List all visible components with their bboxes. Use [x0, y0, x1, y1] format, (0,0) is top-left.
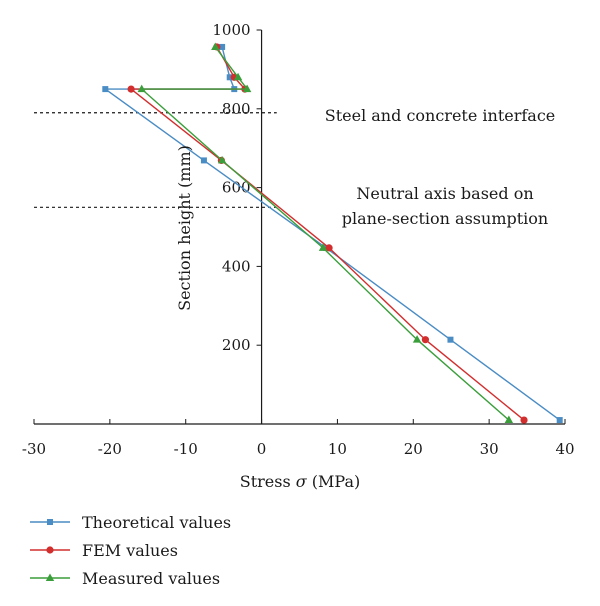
data-point-measured-values [211, 42, 220, 50]
annotation-text-interface-0: Steel and concrete interface [325, 106, 556, 125]
legend-marker-measured-values [45, 573, 55, 581]
data-point-measured-values [412, 335, 422, 343]
series-line-theoretical-values [103, 46, 561, 421]
series-theoretical-values [102, 43, 563, 424]
x-axis-title-symbol: σ [296, 472, 308, 491]
data-point-measured-values [318, 243, 328, 251]
x-tick-label: 0 [257, 440, 267, 458]
legend-item-theoretical-values: Theoretical values [30, 513, 231, 532]
legend-label-fem-values: FEM values [82, 541, 178, 560]
legend-item-measured-values: Measured values [30, 569, 220, 588]
data-point-measured-values [504, 415, 514, 424]
x-tick-label: 30 [480, 440, 499, 458]
data-point-fem-values [127, 85, 135, 93]
x-axis-title-prefix: Stress [240, 472, 296, 491]
x-tick-label: 20 [404, 440, 423, 458]
y-tick-label: 800 [222, 100, 251, 118]
y-axis-title: Section height (mm) [175, 145, 194, 311]
y-tick-label: 1000 [212, 21, 250, 39]
annotation-texts: Steel and concrete interface Neutral axis… [325, 106, 556, 228]
data-point-measured-values [137, 84, 146, 93]
data-point-fem-values [325, 244, 333, 252]
legend-marker-theoretical-values [47, 519, 53, 525]
annotation-lines [34, 112, 277, 208]
series-measured-values [137, 42, 514, 424]
x-tick-label: -20 [98, 440, 122, 458]
data-point-theoretical-values [447, 336, 454, 343]
axes: -30 -20 -10 0 10 20 30 40 200 400 600 800 1000 [22, 21, 575, 458]
legend-label-measured-values: Measured values [82, 569, 220, 588]
annotation-text-neutral-0: Neutral axis based on [356, 184, 533, 203]
data-point-fem-values [421, 336, 430, 344]
x-axis-title-suffix: (MPa) [307, 472, 361, 491]
x-tick-label: 10 [328, 440, 347, 458]
y-tick-label: 200 [222, 336, 251, 354]
annotation-text-neutral-1: plane-section assumption [342, 209, 548, 228]
data-point-measured-values [233, 72, 243, 81]
data-point-theoretical-values [102, 86, 109, 93]
legend: Theoretical values FEM values Measured val… [30, 513, 231, 588]
data-point-measured-values [217, 155, 227, 164]
data-point-measured-values [242, 84, 252, 93]
legend-item-fem-values: FEM values [30, 541, 178, 560]
data-point-theoretical-values [226, 74, 233, 81]
y-tick-label: 400 [222, 257, 251, 275]
x-axis-title: Stress σ (MPa) [240, 472, 360, 491]
data-point-theoretical-values [556, 417, 563, 424]
series-line-measured-values [139, 46, 510, 421]
x-tick-label: 40 [555, 440, 574, 458]
x-tick-label: -10 [174, 440, 198, 458]
legend-marker-fem-values [46, 546, 54, 554]
data-point-theoretical-values [219, 43, 226, 50]
y-tick-label: 600 [222, 179, 251, 197]
x-tick-label: -30 [22, 440, 46, 458]
data-point-theoretical-values [200, 157, 207, 164]
data-point-fem-values [520, 416, 528, 424]
legend-label-theoretical-values: Theoretical values [82, 513, 231, 532]
series-group [102, 42, 563, 424]
